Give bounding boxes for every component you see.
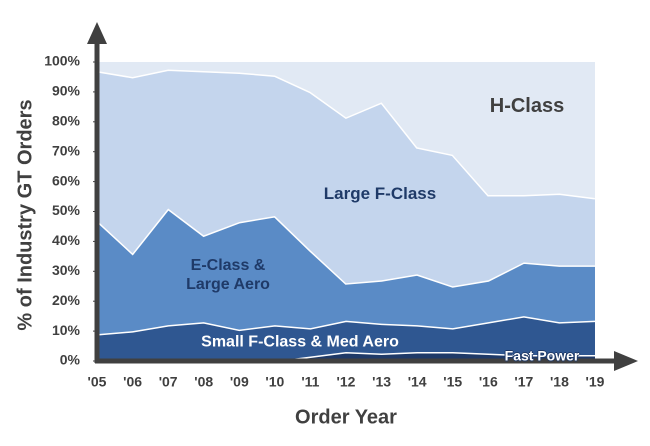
area [97, 62, 595, 199]
series-label: Fast Power [504, 347, 580, 364]
y-axis-arrow [87, 22, 107, 44]
y-axis-title: % of Industry GT Orders [14, 99, 36, 330]
x-tick-label: '06 [123, 374, 142, 390]
y-tick-label: 20% [52, 292, 81, 308]
x-tick-label: '18 [550, 374, 569, 390]
y-tick-label: 90% [52, 83, 81, 99]
x-tick-label: '09 [230, 374, 249, 390]
series-label: H-Class [489, 95, 565, 117]
y-tick-label: 0% [60, 352, 81, 368]
x-tick-label: '08 [194, 374, 213, 390]
area [97, 69, 595, 287]
x-tick-label: '14 [408, 374, 427, 390]
y-tick-label: 50% [52, 202, 81, 218]
series-label: Large F-Class [323, 183, 437, 203]
y-tick-label: 100% [44, 53, 80, 69]
x-tick-label: '11 [301, 374, 319, 390]
y-tick-label: 30% [52, 262, 81, 278]
y-tick-label: 60% [52, 172, 81, 188]
x-tick-label: '05 [88, 374, 107, 390]
x-tick-label: '07 [159, 374, 178, 390]
y-tick-label: 10% [52, 322, 81, 338]
area [97, 208, 595, 335]
x-axis-title: Order Year [295, 406, 397, 428]
series-label: E-Class & Large Aero [186, 256, 270, 293]
x-tick-label: '10 [265, 374, 284, 390]
y-tick-label: 80% [52, 113, 81, 129]
x-axis-arrow [614, 351, 638, 371]
x-tick-label: '17 [514, 374, 533, 390]
x-tick-label: '13 [372, 374, 391, 390]
x-tick-label: '15 [443, 374, 462, 390]
series-label: Small F-Class & Med Aero [201, 333, 399, 351]
x-tick-label: '12 [337, 374, 356, 390]
x-tick-label: '16 [479, 374, 498, 390]
y-tick-label: 40% [52, 232, 81, 248]
areas [95, 62, 596, 363]
x-tick-label: '19 [586, 374, 605, 390]
y-tick-label: 70% [52, 142, 81, 158]
